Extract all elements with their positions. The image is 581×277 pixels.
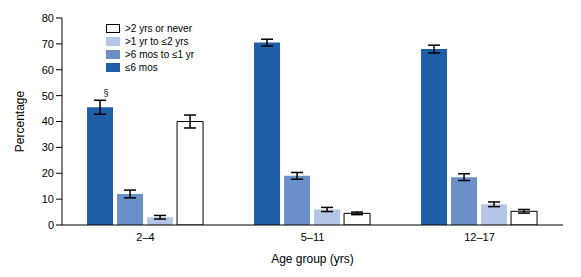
svg-text:§: § — [104, 88, 109, 98]
svg-text:Percentage: Percentage — [13, 90, 27, 152]
svg-text:70: 70 — [42, 38, 54, 50]
html-text:≤6 mos: ≤6 mos — [125, 62, 158, 73]
svg-text:30: 30 — [42, 141, 54, 153]
svg-text:50: 50 — [42, 90, 54, 102]
html-text:>1 yr to ≤2 yrs: >1 yr to ≤2 yrs — [125, 36, 189, 47]
svg-text:0: 0 — [48, 219, 54, 231]
svg-text:12–17: 12–17 — [464, 231, 495, 243]
svg-text:10: 10 — [42, 193, 54, 205]
html-text:>2 yrs or never: >2 yrs or never — [125, 23, 192, 34]
svg-text:60: 60 — [42, 64, 54, 76]
svg-text:5–11: 5–11 — [301, 231, 325, 243]
svg-text:40: 40 — [42, 115, 54, 127]
svg-text:80: 80 — [42, 12, 54, 24]
svg-text:20: 20 — [42, 167, 54, 179]
html-text:>6 mos to ≤1 yr: >6 mos to ≤1 yr — [125, 49, 195, 60]
svg-text:Age group (yrs): Age group (yrs) — [271, 252, 354, 266]
svg-text:2–4: 2–4 — [136, 231, 154, 243]
